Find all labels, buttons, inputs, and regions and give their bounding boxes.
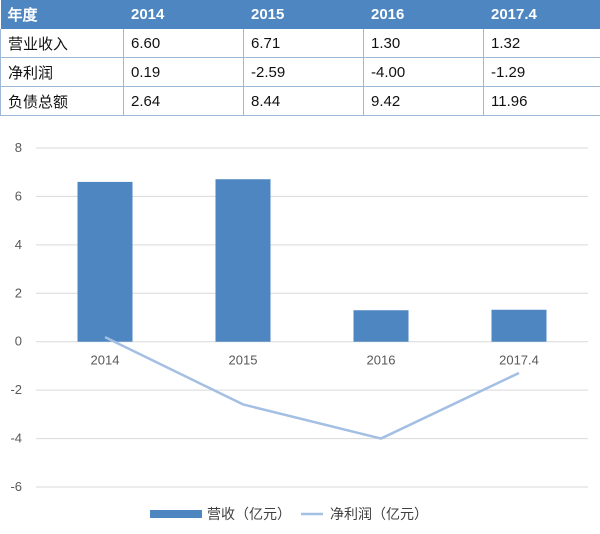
legend-revenue-label: 营收（亿元） [207, 506, 291, 522]
y-tick-label: -6 [10, 479, 22, 494]
table-cell: -1.29 [483, 57, 600, 87]
revenue-bar-2016 [353, 310, 409, 342]
net-profit-series-line [104, 335, 520, 440]
y-tick-label: 6 [15, 188, 22, 203]
y-tick-label: 4 [15, 237, 22, 252]
table-cell: -2.59 [243, 57, 364, 87]
table-cell: 2.64 [123, 86, 244, 116]
revenue-bar-2017-4 [491, 309, 547, 342]
x-tick-label: 2016 [367, 353, 396, 368]
table-cell: 6.71 [243, 29, 364, 58]
revenue-profit-chart: 8 6 4 2 0 -2 -4 -6 2014 2015 2016 2017.4 营收（亿元） 净利… [10, 140, 588, 522]
header-cell-2017-4: 2017.4 [483, 0, 600, 29]
table-cell: 8.44 [243, 86, 364, 116]
row-label: 净利润 [0, 57, 124, 87]
y-tick-label: 0 [15, 334, 22, 349]
y-tick-label: 8 [15, 140, 22, 155]
net-profit-line [104, 335, 520, 440]
y-tick-label: -2 [10, 382, 22, 397]
y-axis-ticks: 8 6 4 2 0 -2 -4 -6 [10, 140, 22, 494]
x-tick-label: 2015 [229, 353, 258, 368]
header-cell-2014: 2014 [123, 0, 244, 29]
x-tick-label: 2014 [91, 353, 120, 368]
table-cell: 0.19 [123, 57, 244, 87]
revenue-bar-2015 [215, 179, 271, 342]
header-cell-2016: 2016 [363, 0, 484, 29]
row-label: 负债总额 [0, 86, 124, 116]
header-cell-year: 年度 [0, 0, 124, 29]
x-tick-label: 2017.4 [499, 353, 539, 368]
table-cell: 11.96 [483, 86, 600, 116]
header-cell-2015: 2015 [243, 0, 364, 29]
legend-revenue-swatch [150, 510, 202, 518]
table-cell: 6.60 [123, 29, 244, 58]
x-axis-ticks: 2014 2015 2016 2017.4 [91, 353, 539, 368]
table-cell: 1.32 [483, 29, 600, 58]
y-tick-label: -4 [10, 431, 22, 446]
legend-net-profit-label: 净利润（亿元） [330, 506, 428, 522]
revenue-bars [77, 179, 547, 342]
table-row-total-liabilities: 负债总额 2.64 8.44 9.42 11.96 [0, 86, 600, 116]
table-cell: 9.42 [363, 86, 484, 116]
chart-legend: 营收（亿元） 净利润（亿元） [150, 506, 428, 522]
table-cell: 1.30 [363, 29, 484, 58]
row-label: 营业收入 [0, 29, 124, 58]
revenue-bar-2014 [77, 181, 133, 342]
table-cell: -4.00 [363, 57, 484, 87]
y-tick-label: 2 [15, 285, 22, 300]
table-header-row: 年度 2014 2015 2016 2017.4 [0, 0, 600, 29]
table-row-revenue: 营业收入 6.60 6.71 1.30 1.32 [0, 29, 600, 58]
table-row-net-profit: 净利润 0.19 -2.59 -4.00 -1.29 [0, 57, 600, 87]
financial-table: 年度 2014 2015 2016 2017.4 营业收入 6.60 6.71 … [0, 0, 600, 116]
